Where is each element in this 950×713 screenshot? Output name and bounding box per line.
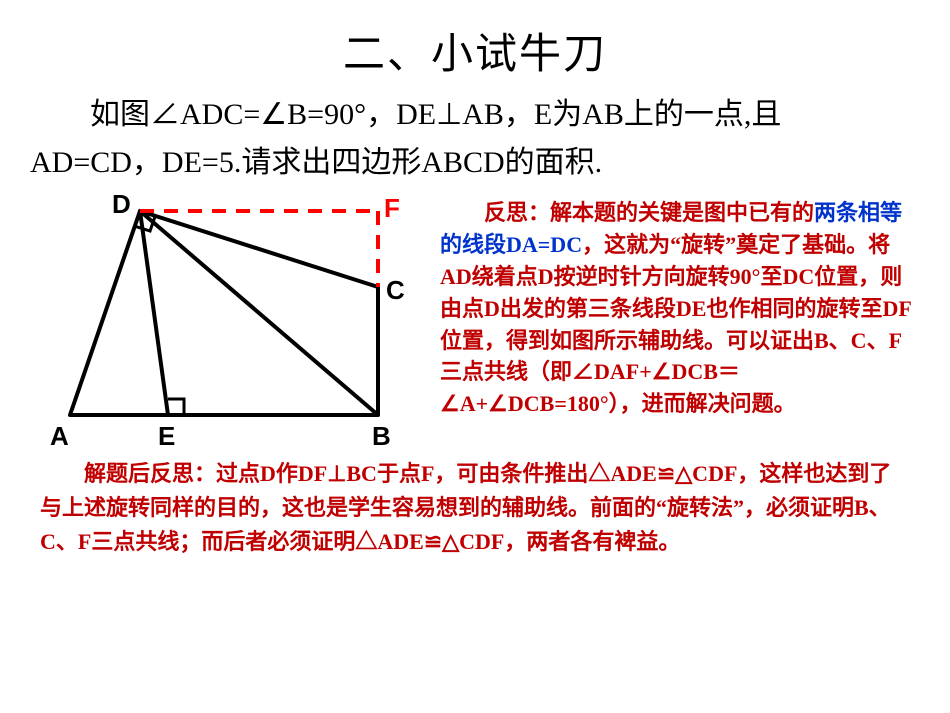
reflection2-text: 解题后反思：过点D作DF⊥BC于点F，可由条件推出△ADE≌△CDF，这样也达到… <box>40 461 891 554</box>
svg-text:D: D <box>112 189 131 219</box>
svg-text:C: C <box>386 275 405 305</box>
reflection-commentary-1: 反思：解本题的关键是图中已有的两条相等的线段DA=DC，这就为“旋转”奠定了基础… <box>430 187 920 420</box>
section-title: 二、小试牛刀 <box>0 0 950 81</box>
reflection-commentary-2: 解题后反思：过点D作DF⊥BC于点F，可由条件推出△ADE≌△CDF，这样也达到… <box>0 447 950 559</box>
problem-line1: 如图∠ADC=∠B=90°，DE⊥AB，E为AB上的一点,且 <box>90 98 781 131</box>
middle-row: D F C A E B 反思：解本题的关键是图中已有的两条相等的线段DA=DC，这就为“旋… <box>0 187 950 447</box>
svg-text:F: F <box>384 193 400 223</box>
svg-text:A: A <box>50 421 69 447</box>
svg-text:B: B <box>372 421 391 447</box>
reflection-rest: ，这就为“旋转”奠定了基础。将AD绕着点D按逆时针方向旋转90°至DC位置，则由… <box>440 232 912 416</box>
problem-line2: AD=CD，DE=5.请求出四边形ABCD的面积. <box>30 146 602 179</box>
problem-statement: 如图∠ADC=∠B=90°，DE⊥AB，E为AB上的一点,且 AD=CD，DE=… <box>0 81 950 187</box>
geometry-figure: D F C A E B <box>30 187 430 447</box>
slide: 二、小试牛刀 如图∠ADC=∠B=90°，DE⊥AB，E为AB上的一点,且 AD… <box>0 0 950 713</box>
svg-text:E: E <box>158 421 175 447</box>
reflection-lead: 反思：解本题的关键是图中已有的 <box>484 200 814 225</box>
